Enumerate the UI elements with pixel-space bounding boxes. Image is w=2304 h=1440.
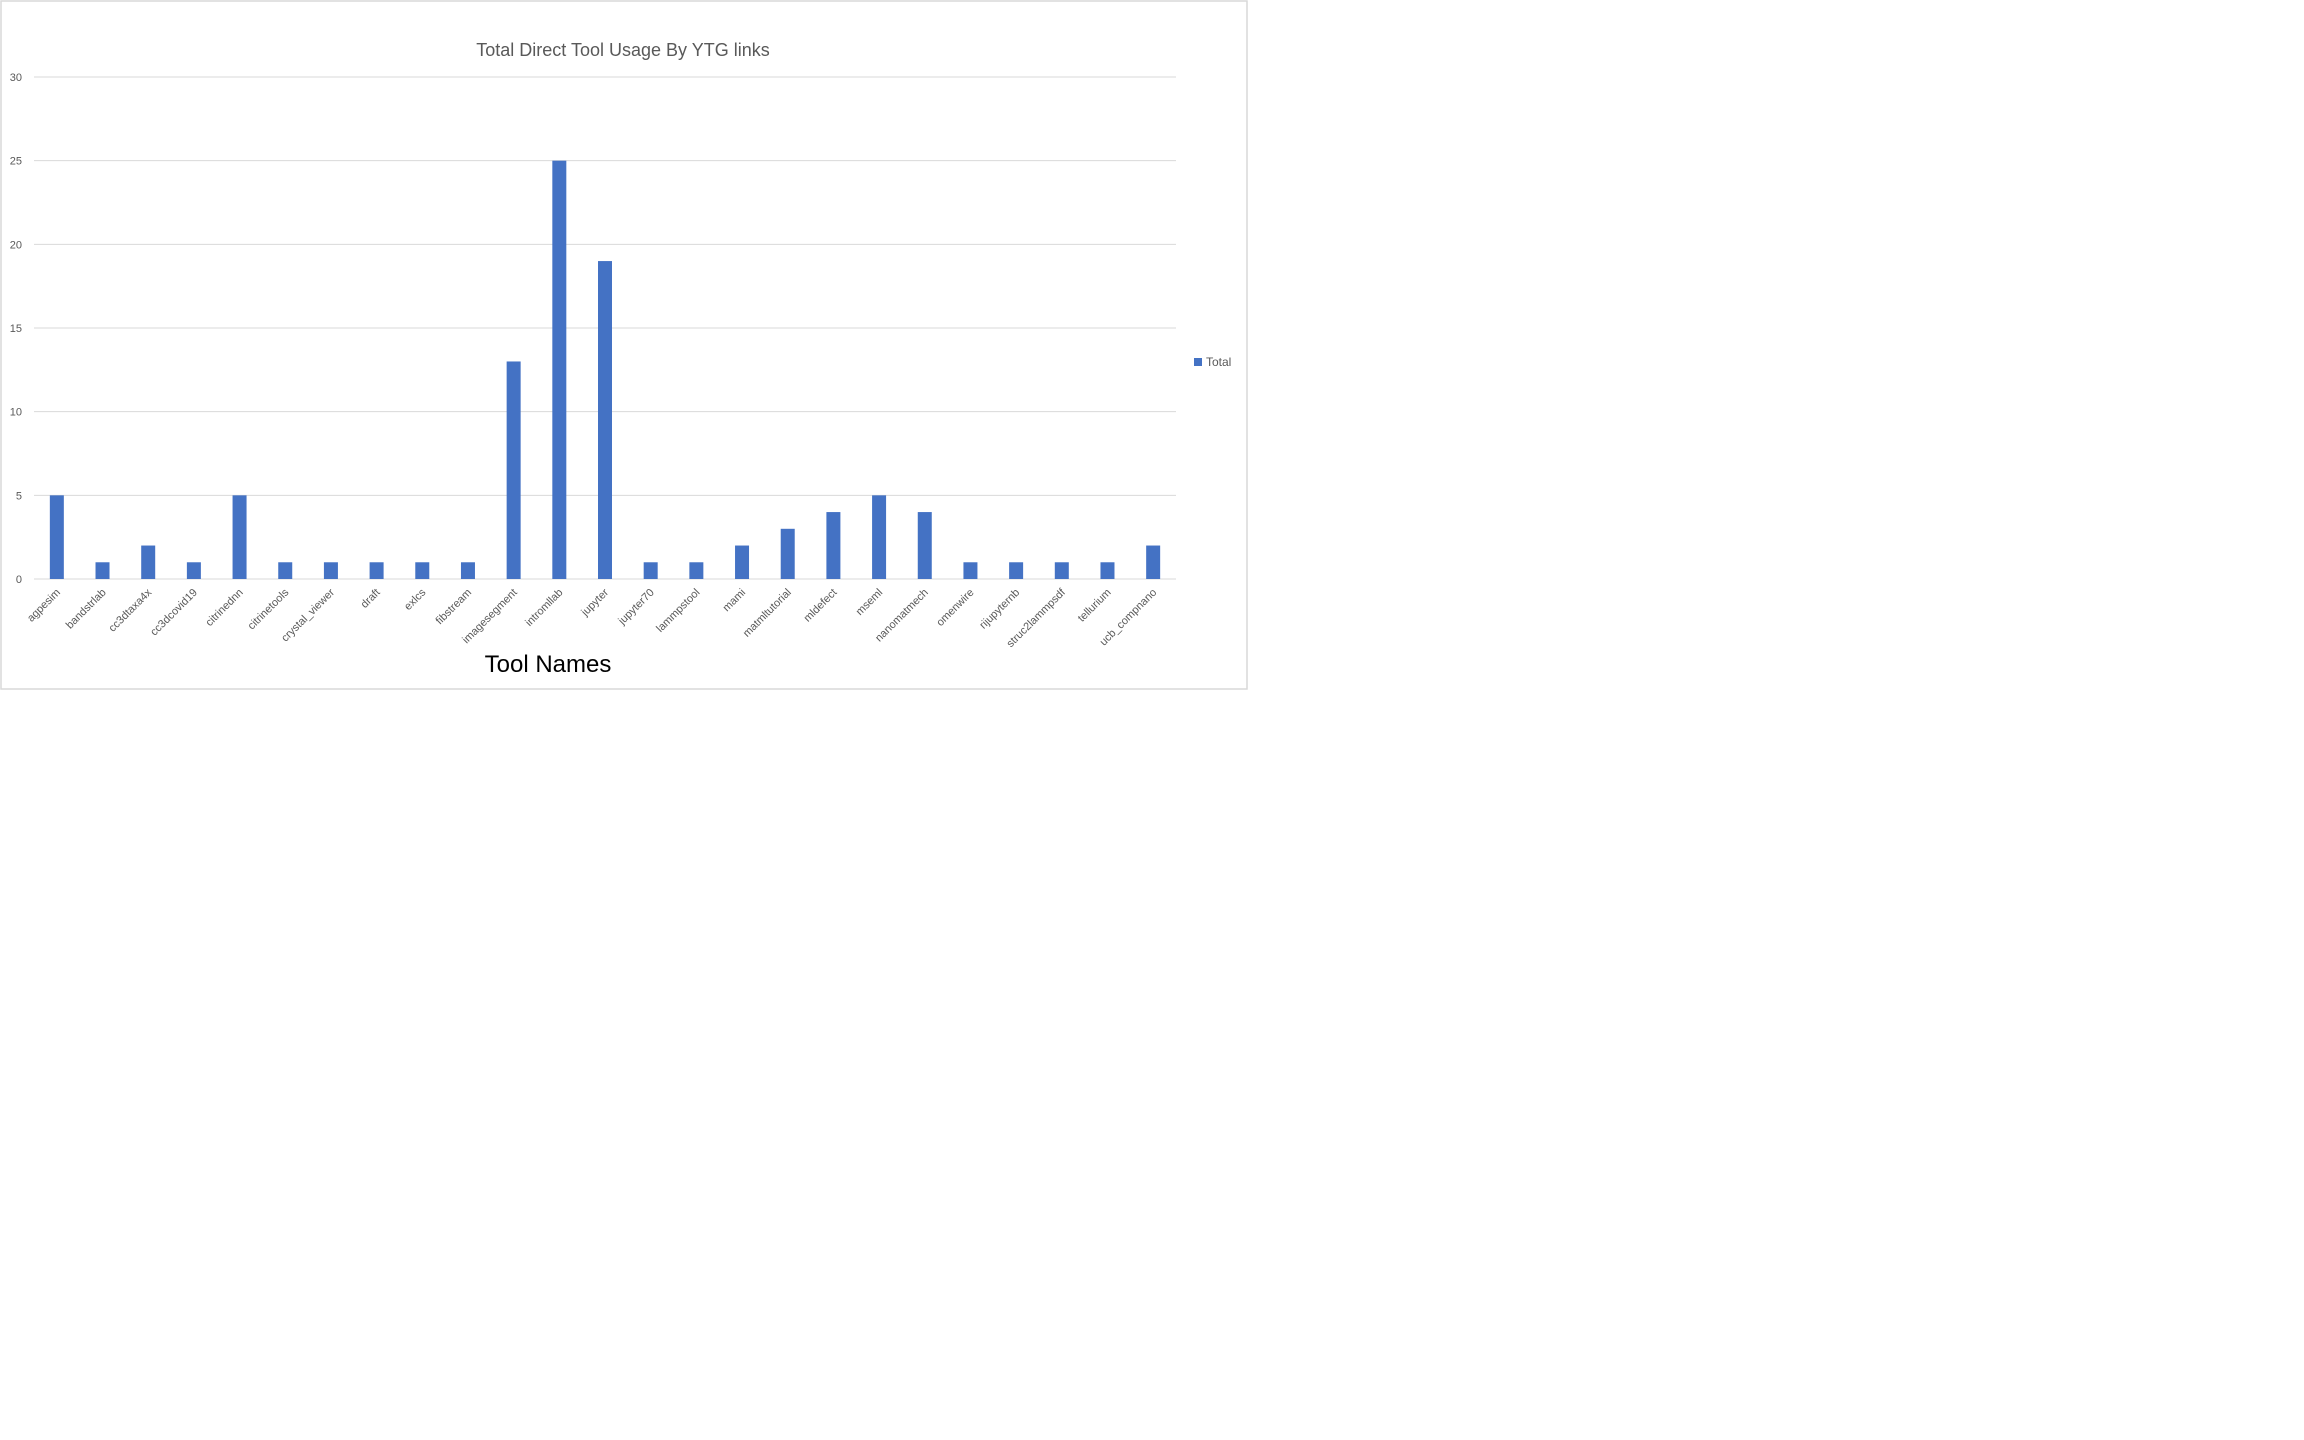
bar-exlcs [415,562,430,579]
y-tick-label: 5 [16,490,22,502]
bars [49,160,1161,579]
chart-frame [0,0,1248,690]
bar-mseml [872,495,887,579]
bar-omenwire [963,562,978,579]
bar-intromllab [552,160,567,579]
y-axis-ticks: 0 5 10 15 20 25 30 [10,72,22,586]
bar-jupyter70 [643,562,658,579]
bar-cc3dtaxa4x [141,545,156,579]
bar-crystal_viewer [323,562,338,579]
bar-mami [735,545,750,579]
bar-draft [369,562,384,579]
bar-matmltutorial [780,528,795,579]
bar-cc3dcovid19 [186,562,201,579]
y-tick-label: 20 [10,239,22,251]
bar-nanomatmech [917,512,932,579]
bar-bandstrlab [95,562,110,579]
bar-mldefect [826,512,841,579]
y-tick-label: 30 [10,72,22,84]
bar-struc2lammpsdf [1054,562,1069,579]
x-axis-title: Tool Names [485,651,612,678]
bar-citrinetools [278,562,293,579]
legend-label-total: Total [1206,355,1231,369]
bar-agpesim [49,495,64,579]
chart-title: Total Direct Tool Usage By YTG links [476,40,769,60]
y-tick-label: 0 [16,574,22,586]
bar-ucb_compnano [1146,545,1161,579]
bar-citrinednn [232,495,247,579]
bar-lammpstool [689,562,704,579]
bar-fibstream [460,562,475,579]
bar-rijupyternb [1009,562,1024,579]
bar-jupyter [598,261,612,579]
legend: Total [1194,355,1231,369]
legend-swatch [1194,358,1202,366]
bar-tellurium [1100,562,1115,579]
y-tick-label: 15 [10,323,22,335]
y-tick-label: 25 [10,156,22,168]
y-tick-label: 10 [10,407,22,419]
bar-imagesegment [506,361,521,579]
